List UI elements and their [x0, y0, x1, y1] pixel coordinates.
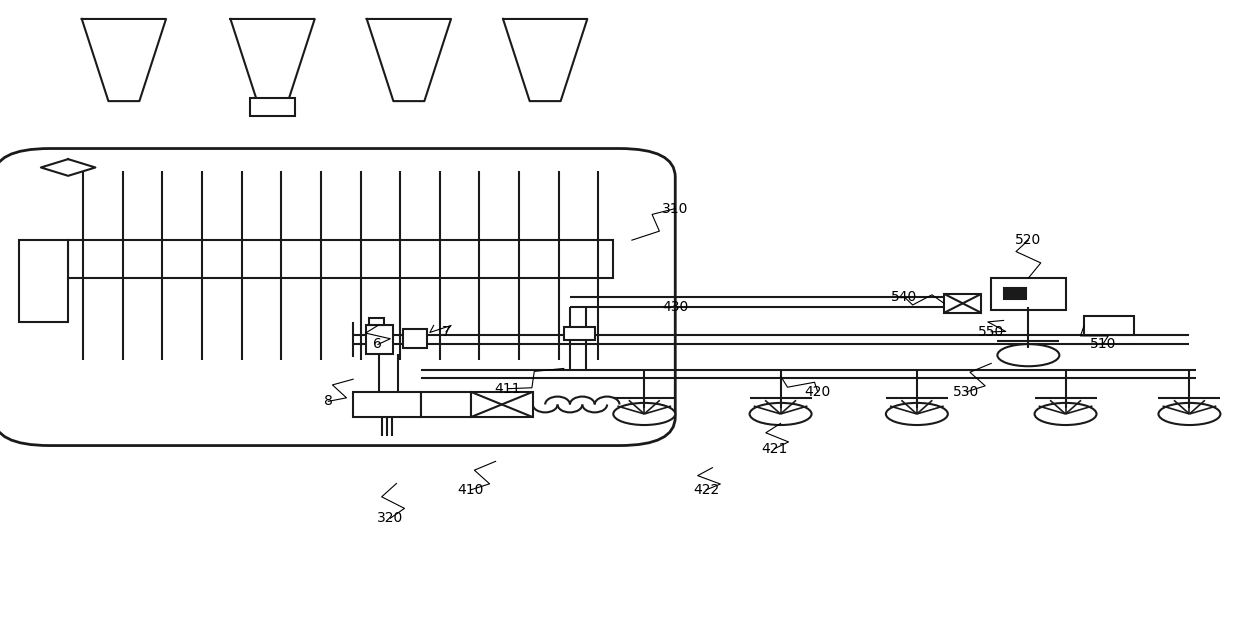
Ellipse shape	[750, 403, 812, 425]
Ellipse shape	[886, 403, 948, 425]
Text: 7: 7	[441, 325, 451, 339]
Bar	[68, 240, 613, 278]
Ellipse shape	[1035, 403, 1097, 425]
Text: 520: 520	[1015, 233, 1042, 247]
Text: 422: 422	[693, 483, 720, 497]
Text: 410: 410	[457, 483, 484, 497]
Bar	[369, 318, 384, 325]
Bar	[403, 329, 427, 348]
Ellipse shape	[1158, 403, 1220, 425]
Ellipse shape	[997, 344, 1059, 367]
Text: 510: 510	[1089, 337, 1116, 351]
FancyBboxPatch shape	[0, 149, 675, 446]
Text: 540: 540	[891, 290, 918, 304]
Bar	[471, 392, 533, 417]
Text: 530: 530	[953, 385, 980, 399]
Bar	[421, 392, 471, 417]
Text: 421: 421	[761, 442, 788, 456]
Text: 8: 8	[323, 394, 333, 408]
Text: 550: 550	[978, 325, 1005, 339]
Text: 411: 411	[494, 382, 522, 396]
Bar	[564, 327, 595, 340]
Bar	[991, 278, 1066, 310]
Text: 430: 430	[662, 300, 689, 313]
Text: 6: 6	[373, 337, 383, 351]
Bar	[366, 325, 393, 354]
Bar	[353, 392, 421, 417]
Bar	[19, 240, 68, 322]
Text: 320: 320	[377, 511, 404, 525]
Bar	[1004, 288, 1026, 299]
Text: 420: 420	[804, 385, 831, 399]
Ellipse shape	[613, 403, 675, 425]
Bar	[1084, 316, 1134, 335]
Text: 310: 310	[662, 202, 689, 216]
Bar	[250, 98, 295, 116]
Bar	[944, 294, 981, 313]
